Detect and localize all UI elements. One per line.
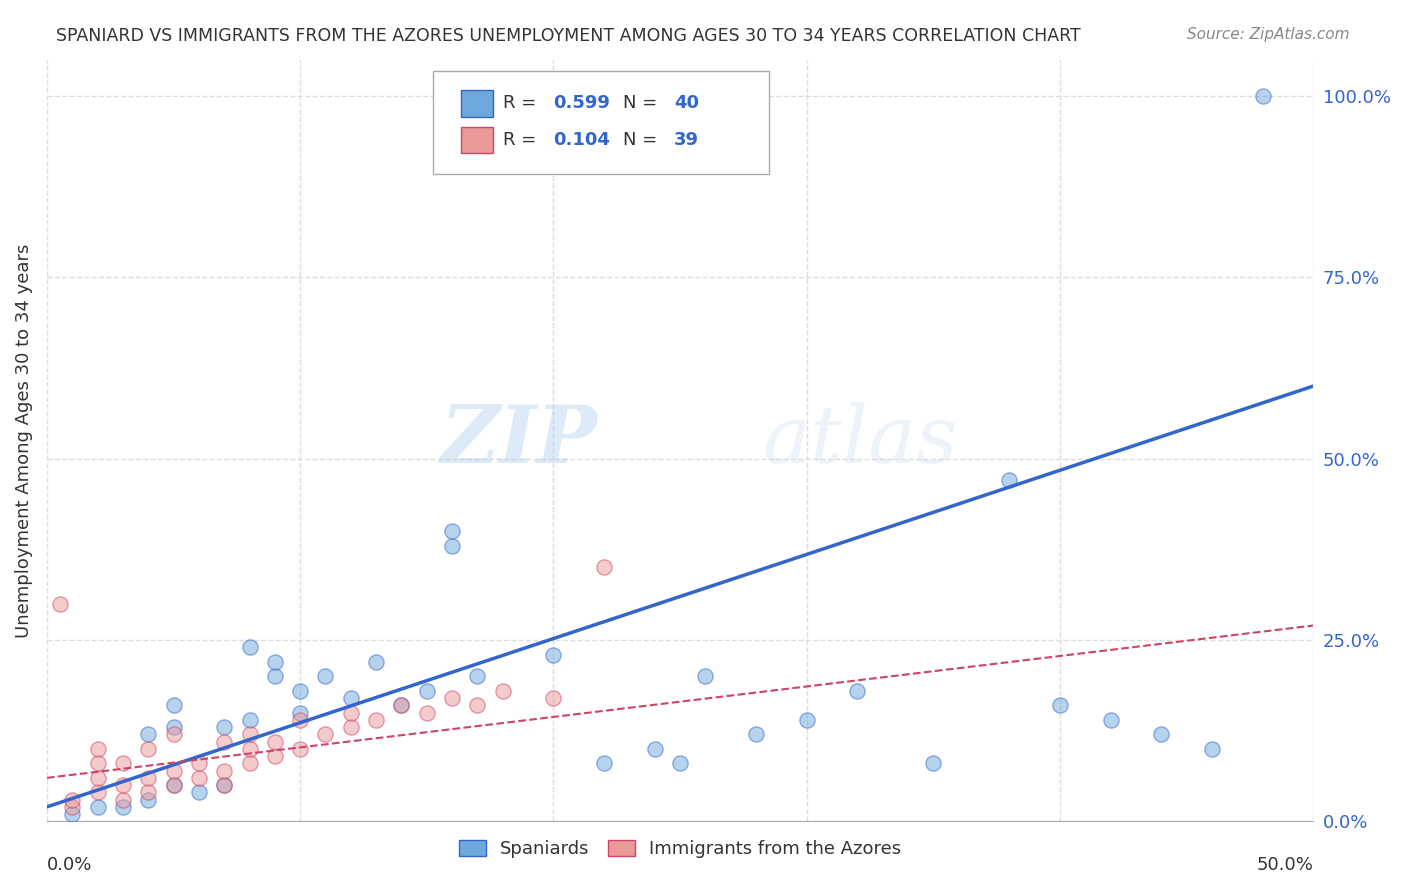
Point	[1099, 713, 1122, 727]
Text: Source: ZipAtlas.com: Source: ZipAtlas.com	[1187, 27, 1350, 42]
Point	[1049, 698, 1071, 713]
Text: 0.0%: 0.0%	[46, 856, 93, 874]
Point	[366, 713, 388, 727]
Point	[86, 800, 108, 814]
FancyBboxPatch shape	[433, 71, 769, 174]
Point	[416, 683, 439, 698]
Point	[212, 778, 235, 792]
Point	[593, 560, 616, 574]
Point	[263, 669, 285, 683]
Point	[263, 655, 285, 669]
Point	[187, 756, 209, 771]
Point	[111, 778, 134, 792]
Point	[212, 720, 235, 734]
Point	[998, 474, 1021, 488]
Text: SPANIARD VS IMMIGRANTS FROM THE AZORES UNEMPLOYMENT AMONG AGES 30 TO 34 YEARS CO: SPANIARD VS IMMIGRANTS FROM THE AZORES U…	[56, 27, 1081, 45]
Point	[467, 698, 489, 713]
Point	[60, 792, 83, 806]
Point	[48, 597, 70, 611]
Point	[1201, 742, 1223, 756]
Point	[288, 706, 311, 720]
Point	[315, 727, 337, 741]
Point	[695, 669, 717, 683]
Point	[86, 742, 108, 756]
Point	[162, 698, 184, 713]
Point	[162, 764, 184, 778]
Point	[212, 734, 235, 748]
Point	[543, 648, 565, 662]
Point	[111, 792, 134, 806]
Point	[366, 655, 388, 669]
Text: N =: N =	[623, 94, 664, 112]
Point	[441, 539, 464, 553]
Point	[238, 742, 260, 756]
Point	[288, 683, 311, 698]
Point	[745, 727, 768, 741]
Point	[391, 698, 413, 713]
Text: R =: R =	[503, 130, 541, 149]
Point	[543, 691, 565, 706]
Point	[340, 691, 363, 706]
Text: 39: 39	[673, 130, 699, 149]
Point	[644, 742, 666, 756]
Point	[467, 669, 489, 683]
Point	[238, 756, 260, 771]
Point	[315, 669, 337, 683]
Point	[187, 785, 209, 799]
Point	[212, 778, 235, 792]
Point	[238, 727, 260, 741]
Point	[136, 792, 159, 806]
Point	[86, 756, 108, 771]
Point	[416, 706, 439, 720]
Point	[136, 727, 159, 741]
Legend: Spaniards, Immigrants from the Azores: Spaniards, Immigrants from the Azores	[451, 833, 908, 866]
Point	[111, 800, 134, 814]
Point	[593, 756, 616, 771]
Text: 50.0%: 50.0%	[1257, 856, 1313, 874]
Point	[212, 764, 235, 778]
Point	[162, 720, 184, 734]
Text: N =: N =	[623, 130, 664, 149]
Text: ZIP: ZIP	[441, 401, 598, 479]
Point	[86, 771, 108, 785]
Point	[492, 683, 515, 698]
Point	[263, 734, 285, 748]
Point	[162, 778, 184, 792]
Point	[796, 713, 818, 727]
Point	[162, 727, 184, 741]
Point	[136, 771, 159, 785]
Point	[441, 691, 464, 706]
Point	[136, 742, 159, 756]
Point	[288, 742, 311, 756]
Point	[263, 749, 285, 764]
Point	[187, 771, 209, 785]
Point	[162, 778, 184, 792]
Point	[1251, 88, 1274, 103]
Point	[441, 524, 464, 539]
Point	[60, 800, 83, 814]
Point	[288, 713, 311, 727]
Point	[86, 785, 108, 799]
FancyBboxPatch shape	[461, 90, 492, 117]
Point	[238, 640, 260, 655]
Point	[340, 720, 363, 734]
Y-axis label: Unemployment Among Ages 30 to 34 years: Unemployment Among Ages 30 to 34 years	[15, 244, 32, 638]
Point	[60, 807, 83, 822]
FancyBboxPatch shape	[461, 127, 492, 153]
Text: atlas: atlas	[762, 401, 957, 479]
Text: 40: 40	[673, 94, 699, 112]
Point	[111, 756, 134, 771]
Point	[846, 683, 869, 698]
Point	[136, 785, 159, 799]
Point	[669, 756, 692, 771]
Text: R =: R =	[503, 94, 541, 112]
Point	[340, 706, 363, 720]
Text: 0.599: 0.599	[554, 94, 610, 112]
Point	[238, 713, 260, 727]
Point	[391, 698, 413, 713]
Point	[1150, 727, 1173, 741]
Text: 0.104: 0.104	[554, 130, 610, 149]
Point	[922, 756, 945, 771]
